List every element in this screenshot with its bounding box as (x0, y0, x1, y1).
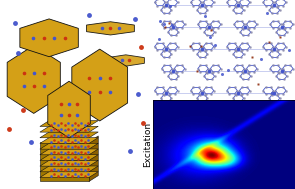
Polygon shape (40, 166, 98, 172)
Polygon shape (107, 55, 144, 66)
Polygon shape (40, 142, 89, 181)
Polygon shape (86, 22, 134, 35)
Polygon shape (40, 160, 98, 166)
Polygon shape (40, 143, 98, 149)
Polygon shape (40, 149, 98, 155)
Polygon shape (20, 19, 78, 57)
Polygon shape (40, 126, 98, 132)
Polygon shape (40, 121, 98, 126)
Polygon shape (89, 136, 98, 181)
Polygon shape (7, 45, 60, 113)
Polygon shape (40, 138, 98, 143)
Polygon shape (72, 49, 128, 121)
Y-axis label: Excitation: Excitation (143, 122, 152, 167)
Polygon shape (48, 81, 90, 138)
Polygon shape (40, 155, 98, 160)
Polygon shape (40, 132, 98, 138)
Polygon shape (40, 172, 98, 177)
